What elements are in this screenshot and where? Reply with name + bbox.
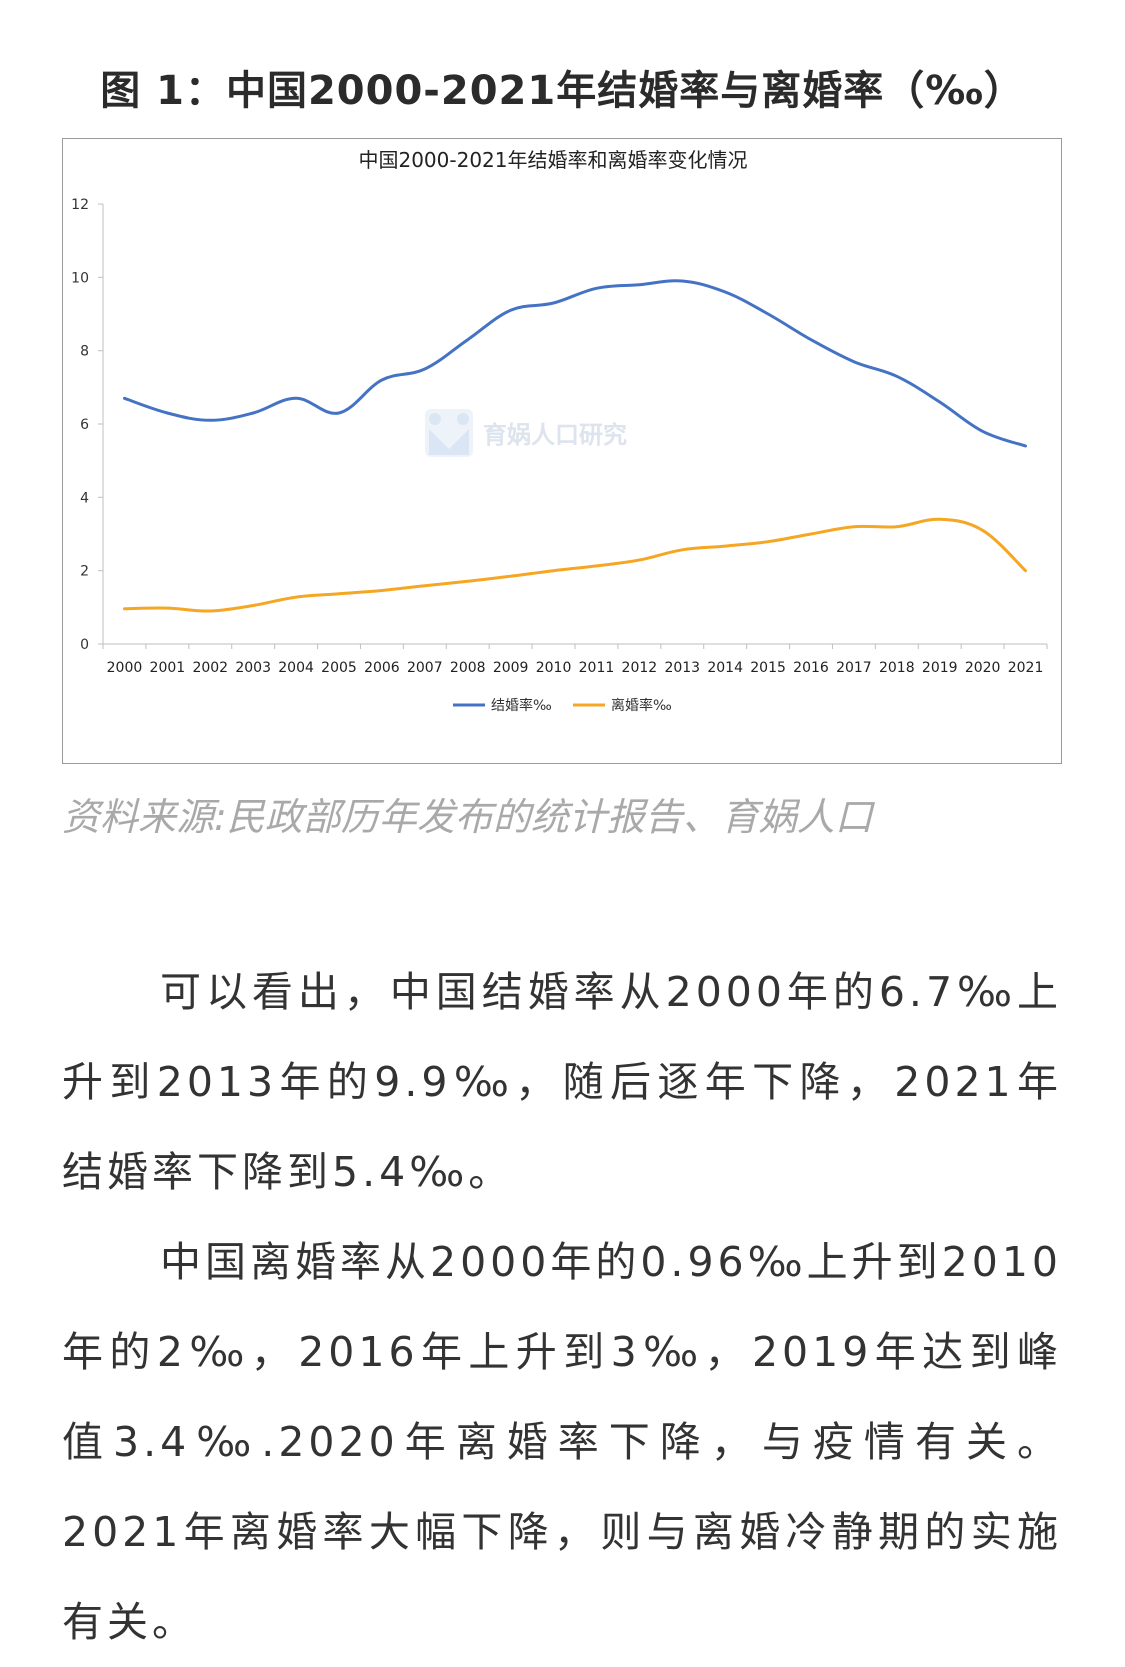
x-tick-label: 2014 [707, 660, 743, 676]
legend-label-0: 结婚率‰ [491, 697, 552, 714]
x-tick-label: 2005 [321, 660, 357, 676]
logo-dot-left [429, 413, 441, 425]
x-tick-label: 2002 [192, 660, 228, 676]
x-tick-label: 2004 [278, 660, 314, 676]
logo-envelope [429, 429, 469, 455]
chart-title: 中国2000-2021年结婚率和离婚率变化情况 [358, 148, 747, 172]
figure-title: 图 1：中国2000-2021年结婚率与离婚率（‰） [100, 68, 1025, 114]
series-line-0 [123, 279, 1027, 448]
x-tick-label: 2006 [364, 660, 400, 676]
y-tick-label: 0 [80, 637, 89, 653]
y-tick-label: 4 [80, 490, 89, 506]
series-line-1 [123, 517, 1027, 613]
x-tick-label: 2011 [579, 660, 615, 676]
y-tick-label: 8 [80, 344, 89, 360]
x-tick-label: 2007 [407, 660, 443, 676]
x-tick-label: 2021 [1008, 660, 1044, 676]
paragraph-divorce: 中国离婚率从2000年的0.96‰上升到2010年的2‰，2016年上升到3‰，… [62, 1238, 1062, 1646]
x-tick-label: 2010 [536, 660, 572, 676]
x-tick-label: 2015 [750, 660, 786, 676]
chart-frame: 中国2000-2021年结婚率和离婚率变化情况育娲人口研究 0 2 4 6 8 10 12 20… [62, 138, 1062, 764]
x-tick-label: 2008 [450, 660, 486, 676]
source-note: 资料来源:民政部历年发布的统计报告、育娲人口 [62, 795, 873, 839]
x-tick-label: 2018 [879, 660, 915, 676]
paragraph-marriage: 可以看出，中国结婚率从2000年的6.7‰上升到2013年的9.9‰，随后逐年下… [62, 968, 1062, 1196]
x-tick-label: 2020 [965, 660, 1001, 676]
y-tick-label: 10 [71, 270, 89, 286]
x-tick-label: 2001 [150, 660, 186, 676]
y-tick-label: 2 [80, 564, 89, 580]
x-tick-label: 2000 [107, 660, 143, 676]
x-tick-label: 2003 [235, 660, 271, 676]
y-tick-label: 6 [80, 417, 89, 433]
y-tick-label: 12 [71, 197, 89, 213]
x-tick-label: 2012 [622, 660, 658, 676]
x-tick-label: 2017 [836, 660, 872, 676]
logo-dot-right [457, 413, 469, 425]
x-tick-label: 2009 [493, 660, 529, 676]
legend-label-1: 离婚率‰ [611, 697, 672, 714]
x-tick-label: 2013 [664, 660, 700, 676]
x-tick-label: 2016 [793, 660, 829, 676]
watermark-text: 育娲人口研究 [483, 421, 627, 449]
x-tick-label: 2019 [922, 660, 958, 676]
